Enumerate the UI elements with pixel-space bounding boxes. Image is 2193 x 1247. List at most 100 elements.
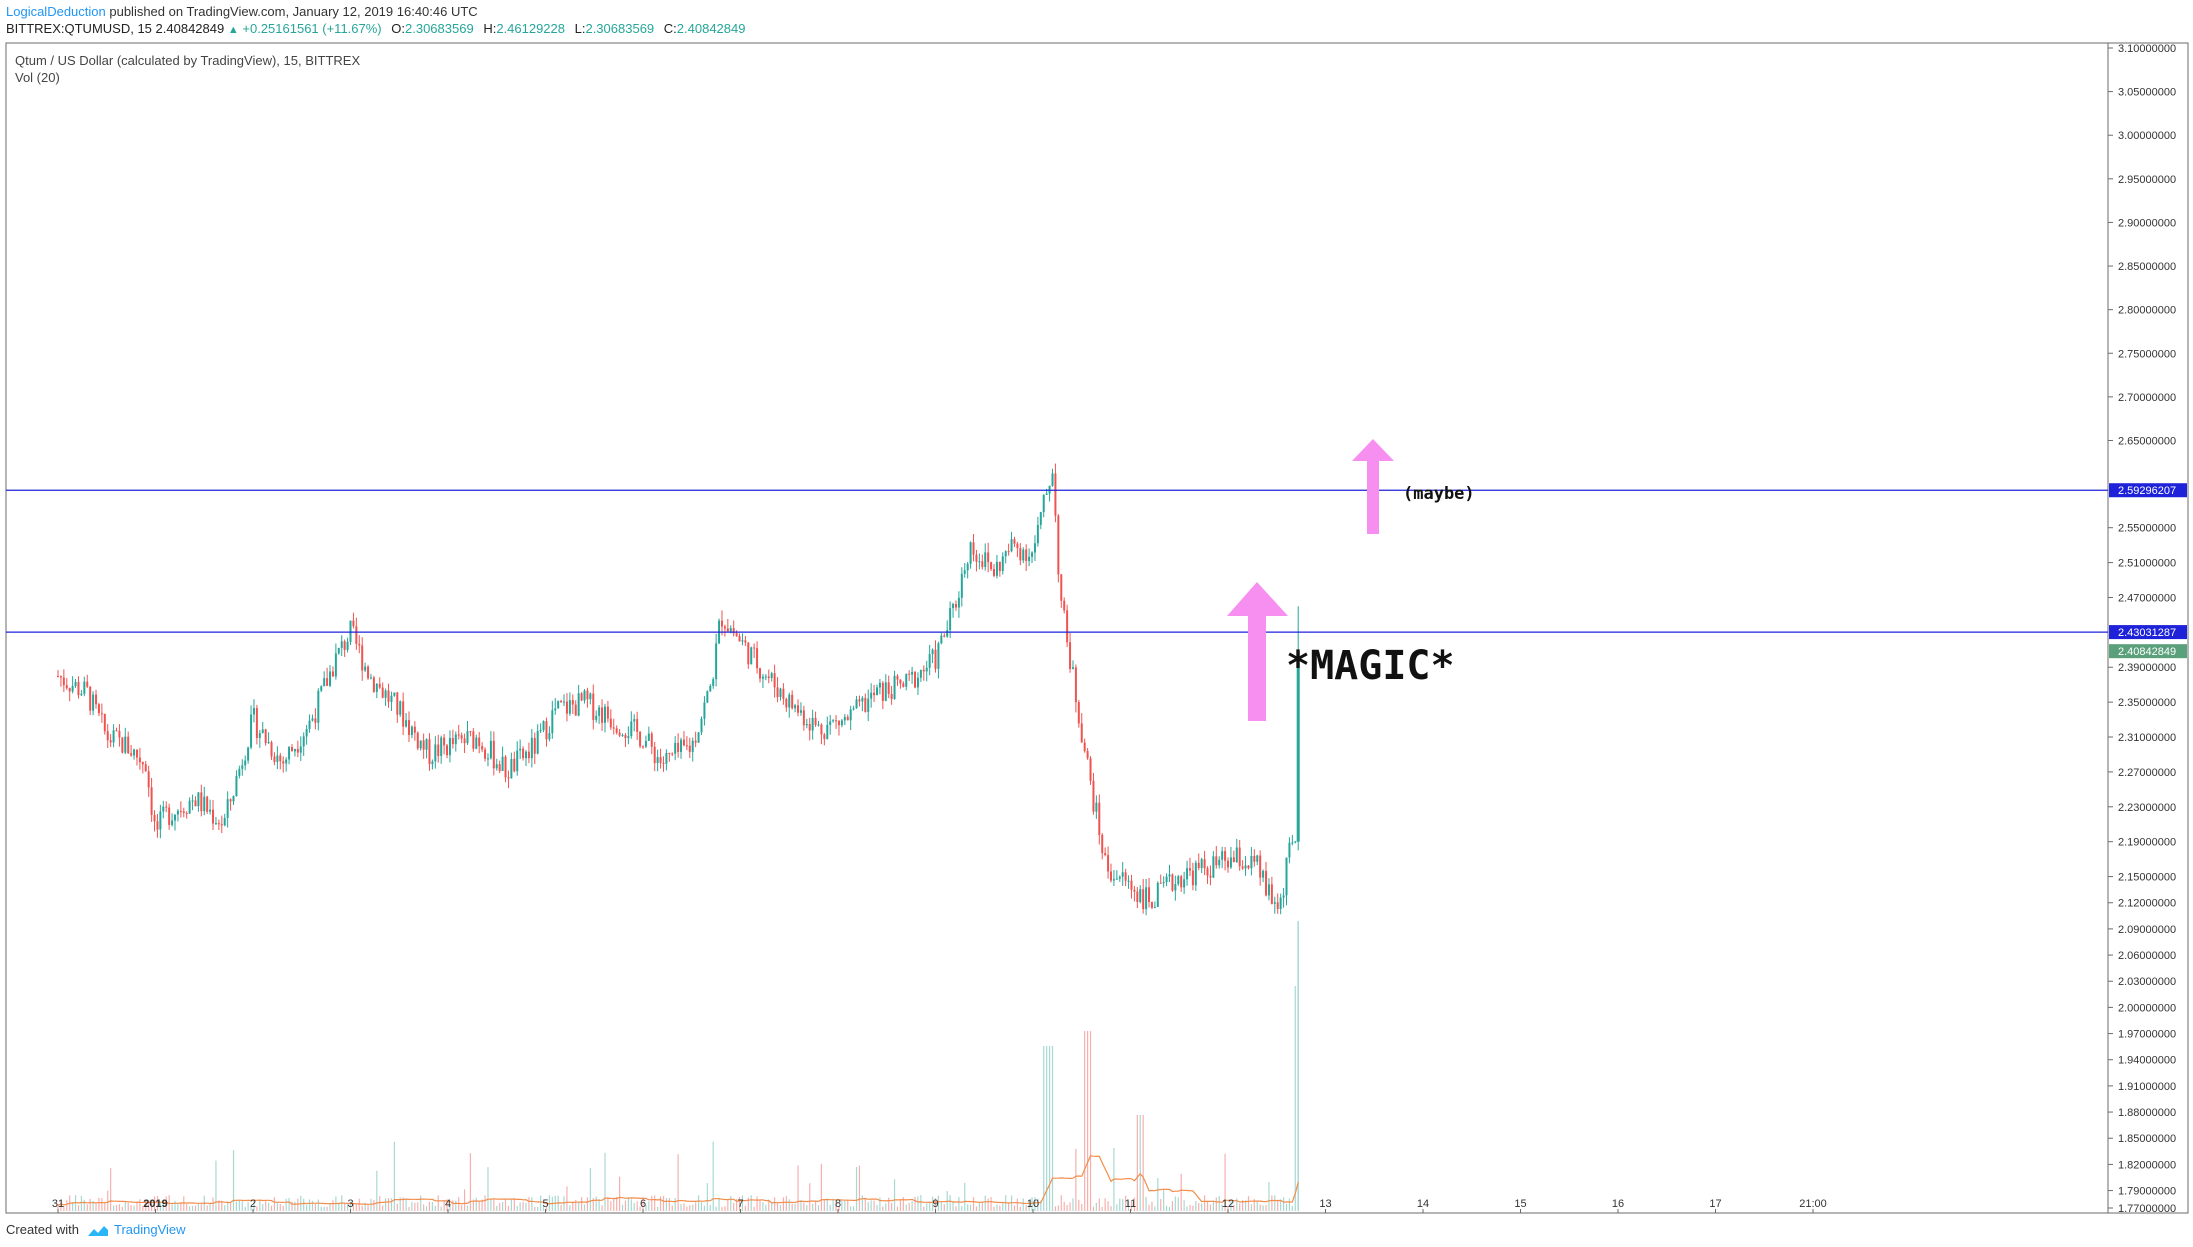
chart-title: Qtum / US Dollar (calculated by TradingV… (15, 53, 361, 68)
candle-body (794, 705, 797, 709)
candle-body (530, 737, 533, 759)
candle-body (1124, 872, 1127, 881)
candle-body (446, 745, 449, 756)
candle-body (510, 758, 513, 779)
candle-body (1036, 524, 1039, 544)
price-tag-label: 2.43031287 (2118, 627, 2176, 639)
candle-body (130, 753, 133, 756)
candle-body (77, 681, 80, 696)
candle-body (264, 729, 267, 744)
candle-body (1007, 551, 1010, 553)
candle-body (706, 691, 709, 703)
candle-body (624, 735, 627, 739)
y-tick-label: 3.10000000 (2118, 43, 2176, 55)
candle-body (542, 721, 545, 730)
candle-body (647, 733, 650, 741)
candle-body (80, 693, 83, 696)
candle-body (1063, 600, 1066, 611)
y-tick-label: 1.79000000 (2118, 1186, 2176, 1198)
candle-body (124, 736, 127, 753)
candle-body (525, 751, 527, 759)
candle-body (308, 720, 311, 730)
candle-body (399, 701, 402, 715)
candle-body (235, 775, 238, 797)
candle-body (293, 749, 296, 752)
candle-body (1016, 543, 1019, 549)
candle-body (393, 692, 396, 696)
y-tick-label: 2.06000000 (2118, 950, 2176, 962)
candle-body (492, 740, 495, 769)
candle-body (314, 718, 317, 723)
candle-body (1259, 855, 1262, 878)
candle-body (162, 806, 165, 812)
candle-body (908, 673, 911, 675)
candle-body (279, 755, 282, 762)
y-tick-label: 2.23000000 (2118, 802, 2176, 814)
close-value: 2.40842849 (676, 21, 746, 36)
candle-body (1282, 895, 1285, 898)
tradingview-brand[interactable]: TradingView (114, 1222, 186, 1237)
candle-body (788, 694, 791, 708)
y-tick-label: 2.09000000 (2118, 924, 2176, 936)
candle-body (396, 692, 399, 715)
candle-body (103, 713, 106, 732)
candle-body (1227, 860, 1229, 868)
candle-body (539, 729, 542, 732)
candle-body (460, 735, 463, 739)
x-tick-label: 8 (835, 1198, 841, 1210)
candle-body (288, 747, 291, 760)
x-tick-label: 9 (932, 1198, 938, 1210)
candle-body (182, 811, 185, 813)
candle-body (489, 740, 492, 759)
high-label: H: (483, 21, 497, 36)
candle-body (750, 647, 753, 665)
x-tick-label: 14 (1417, 1198, 1429, 1210)
candle-body (1066, 610, 1069, 643)
plot-area[interactable] (5, 42, 2109, 1214)
candle-body (580, 693, 583, 701)
candle-body (443, 737, 446, 746)
candle-body (1054, 473, 1057, 516)
candle-body (522, 748, 525, 759)
candle-body (258, 733, 261, 738)
magic-annotation: *MAGIC* (1286, 643, 1455, 689)
candle-body (952, 603, 955, 609)
candle-body (504, 756, 507, 778)
candle-body (57, 675, 59, 677)
author-link[interactable]: LogicalDeduction (6, 4, 106, 19)
candle-body (343, 641, 346, 650)
candle-body (972, 542, 975, 555)
candle-body (1162, 882, 1165, 884)
candle-body (627, 736, 630, 739)
candle-body (960, 573, 963, 598)
x-tick-label: 17 (1709, 1198, 1721, 1210)
published-text: published on TradingView.com, January 12… (109, 4, 478, 19)
candle-body (1267, 884, 1270, 896)
y-tick-label: 2.95000000 (2118, 174, 2176, 186)
candle-body (1183, 879, 1186, 888)
candle-body (1121, 872, 1124, 877)
candle-body (527, 751, 530, 759)
candle-body (156, 821, 159, 830)
candle-body (928, 654, 931, 668)
candle-body (1177, 876, 1180, 885)
candle-body (899, 679, 902, 684)
candle-body (916, 677, 919, 688)
candle-body (217, 823, 220, 825)
candle-body (127, 736, 130, 754)
candle-body (791, 694, 794, 709)
candle-body (797, 705, 800, 713)
candle-body (1279, 897, 1282, 909)
last-price-tag-label: 2.40842849 (2118, 646, 2176, 658)
candle-body (1294, 841, 1297, 843)
candle-body (408, 720, 410, 735)
candle-body (548, 733, 551, 740)
candle-body (870, 692, 873, 699)
candle-body (712, 679, 715, 686)
candle-body (62, 677, 65, 686)
candle-body (1025, 549, 1028, 561)
candle-body (1013, 539, 1016, 544)
y-tick-label: 3.00000000 (2118, 130, 2176, 142)
candle-body (431, 761, 434, 765)
